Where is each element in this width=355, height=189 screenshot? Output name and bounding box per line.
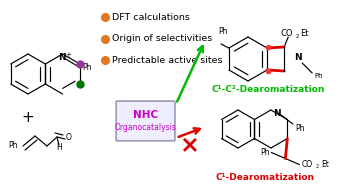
Text: Et: Et: [321, 160, 329, 169]
Text: Origin of selectivities: Origin of selectivities: [112, 34, 212, 43]
Text: Ph: Ph: [260, 148, 269, 157]
Text: N: N: [58, 53, 65, 63]
Text: Ph: Ph: [218, 28, 228, 36]
Text: Et: Et: [300, 29, 309, 39]
FancyBboxPatch shape: [116, 101, 175, 141]
Text: O: O: [66, 132, 72, 142]
Text: N: N: [273, 108, 280, 118]
Text: CO: CO: [301, 160, 312, 169]
Text: H: H: [56, 143, 62, 153]
Text: +: +: [22, 109, 34, 125]
Text: Organocatalysis: Organocatalysis: [115, 123, 176, 132]
Text: Ph: Ph: [83, 64, 92, 73]
Text: Ph: Ph: [295, 124, 304, 133]
Text: Predictable active sites: Predictable active sites: [112, 56, 223, 65]
Text: C¹-C²-Dearomatization: C¹-C²-Dearomatization: [211, 84, 325, 94]
Text: C¹-Dearomatization: C¹-Dearomatization: [215, 173, 315, 181]
Text: Ph: Ph: [8, 142, 17, 150]
Text: +: +: [66, 52, 72, 58]
Text: 2: 2: [295, 35, 299, 40]
Text: NHC: NHC: [133, 110, 158, 120]
Text: 2: 2: [315, 164, 318, 169]
Text: DFT calculations: DFT calculations: [112, 12, 190, 22]
Text: CO: CO: [280, 29, 293, 39]
Text: N: N: [294, 53, 302, 61]
Text: Ph: Ph: [314, 73, 323, 79]
